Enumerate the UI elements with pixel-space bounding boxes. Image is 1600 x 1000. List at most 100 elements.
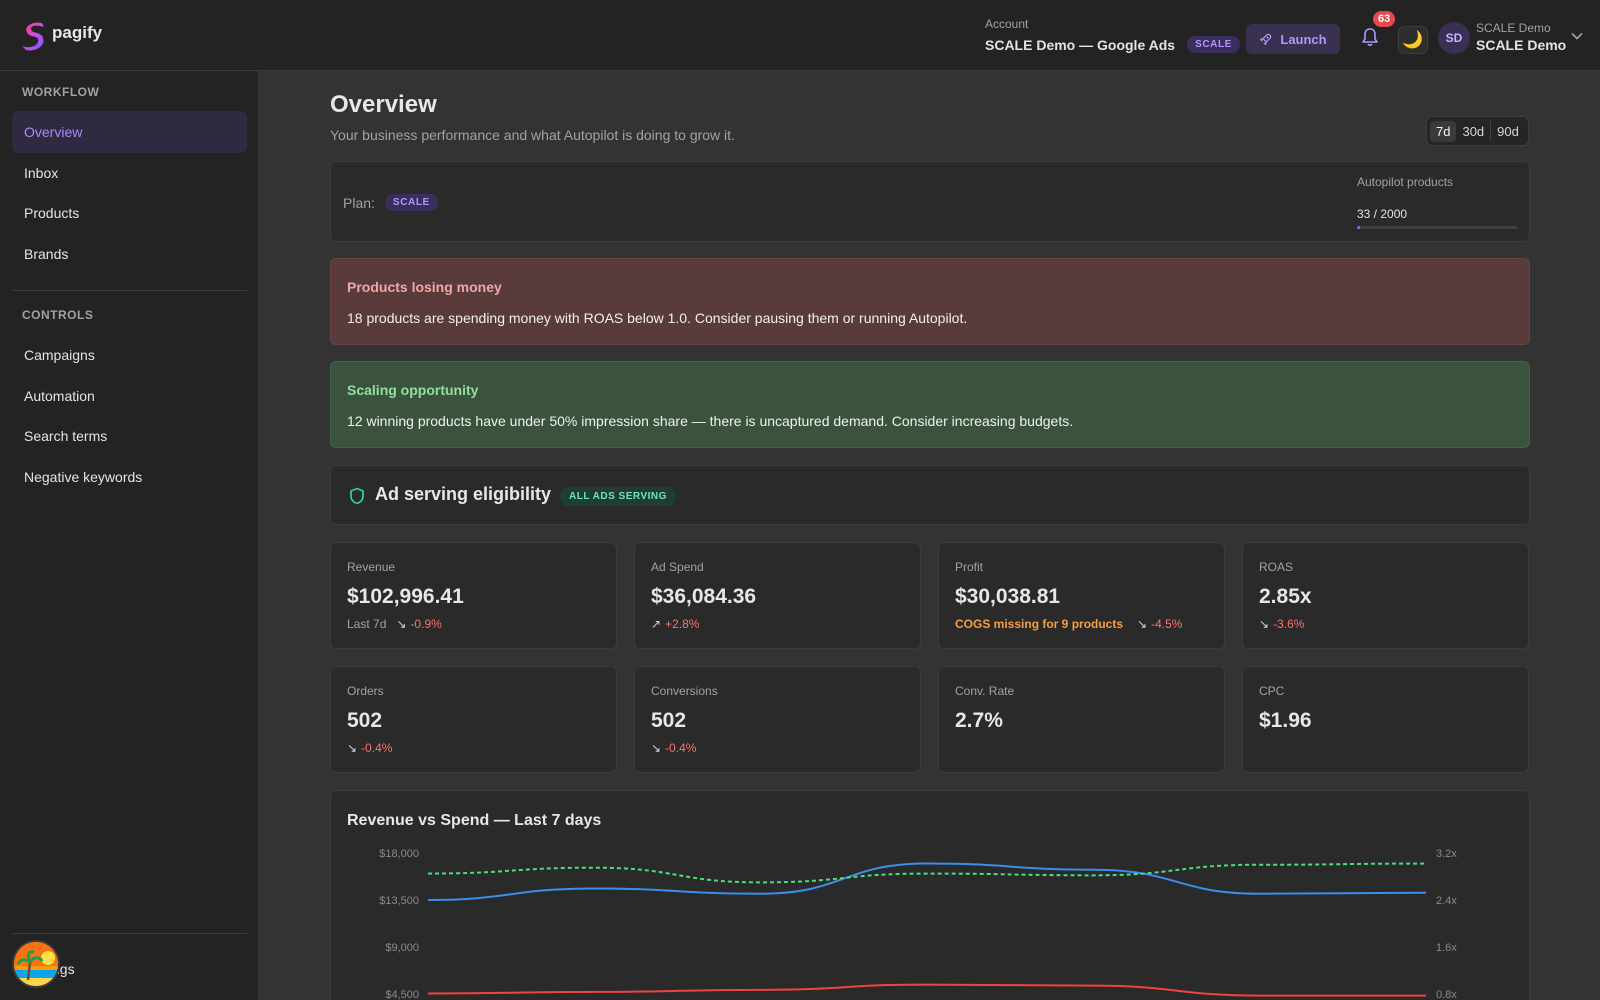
series-line-2: [427, 862, 1427, 884]
metric-label: CPC: [1259, 684, 1285, 698]
range-90d-button[interactable]: 90d: [1497, 123, 1519, 139]
metric-label: Profit: [955, 560, 984, 574]
metric-label: Orders: [347, 684, 384, 698]
y-right-tick-label: 2.4x: [1436, 895, 1457, 907]
user-menu[interactable]: SCALE Demo SCALE Demo: [1476, 21, 1566, 53]
user-name: SCALE Demo: [1476, 37, 1567, 53]
pagify-logo-icon: [22, 22, 44, 51]
metric-value: $30,038.81: [955, 585, 1061, 608]
revenue-vs-spend-chart-card: Revenue vs Spend — Last 7 days $18,000 $1…: [330, 790, 1530, 1000]
alert-message: 18 products are spending money with ROAS…: [347, 310, 968, 326]
user-avatar[interactable]: SD: [1438, 22, 1470, 54]
cogs-missing-warning[interactable]: COGS missing for 9 products: [955, 617, 1124, 631]
autopilot-progress-bar: [1357, 226, 1517, 229]
user-sub-label: SCALE Demo: [1476, 21, 1551, 35]
alert-title: Products losing money: [347, 279, 502, 295]
metric-label: ROAS: [1259, 560, 1294, 574]
metric-card-profit: Profit $30,038.81 COGS missing for 9 pro…: [938, 542, 1225, 649]
sidebar-item-brands[interactable]: Brands: [24, 246, 69, 262]
rocket-icon: [1260, 33, 1272, 45]
range-7d-button[interactable]: 7d: [1430, 120, 1457, 142]
sidebar-divider-bottom: [12, 933, 247, 934]
trend-up-icon: ↗: [651, 617, 662, 631]
metric-value: 2.85x: [1259, 585, 1312, 608]
series-line-0: [427, 862, 1427, 901]
sidebar-heading-controls: CONTROLS: [22, 308, 94, 322]
page-subtitle: Your business performance and what Autop…: [330, 127, 735, 143]
plan-badge: SCALE: [384, 194, 438, 211]
page-title: Overview: [330, 91, 437, 118]
y-right-tick-label: 1.6x: [1436, 942, 1457, 954]
metric-label: Conv. Rate: [955, 684, 1015, 698]
account-switcher[interactable]: Account SCALE Demo — Google Ads SCALE: [985, 17, 1240, 53]
account-name: SCALE Demo — Google Ads: [985, 36, 1176, 53]
alert-scaling-opportunity[interactable]: Scaling opportunity 12 winning products …: [330, 361, 1530, 448]
date-range-toggle: 7d 30d 90d: [1426, 116, 1529, 146]
trend-down-icon: ↘: [1259, 617, 1270, 631]
shield-icon: [350, 487, 364, 505]
theme-toggle[interactable]: 🌙: [1398, 26, 1428, 54]
metric-card-orders: Orders 502 ↘ -0.4%: [330, 666, 617, 773]
trend-down-icon: ↘: [651, 741, 662, 755]
sidebar: WORKFLOW Overview Inbox Products Brands …: [0, 71, 259, 1000]
metric-delta: -0.4%: [361, 741, 393, 755]
trend-down-icon: ↘: [347, 741, 358, 755]
metric-period: Last 7d: [347, 617, 387, 631]
eligibility-title: Ad serving eligibility: [375, 484, 552, 504]
metric-value: 502: [347, 709, 383, 732]
plan-label: Plan:: [343, 194, 375, 211]
y-left-tick-label: $18,000: [379, 848, 419, 860]
eligibility-status-badge: ALL ADS SERVING: [560, 487, 676, 506]
logo[interactable]: pagify: [18, 19, 102, 51]
alert-title: Scaling opportunity: [347, 382, 479, 398]
sidebar-divider: [12, 290, 247, 291]
beach-avatar-icon: [14, 942, 58, 986]
metric-label: Revenue: [347, 560, 396, 574]
metric-card-cpc: CPC $1.96: [1242, 666, 1529, 773]
metric-value: $36,084.36: [651, 585, 757, 608]
y-left-tick-label: $9,000: [385, 942, 419, 954]
sidebar-item-automation[interactable]: Automation: [24, 388, 95, 404]
top-bar: pagify Account SCALE Demo — Google Ads S…: [0, 0, 1600, 71]
ad-serving-eligibility-card[interactable]: Ad serving eligibility ALL ADS SERVING: [330, 465, 1530, 525]
revenue-vs-spend-chart: $18,000 $13,500 $9,000 $4,500 3.2x 2.4x 1.6x 0.…: [379, 848, 1457, 1000]
metric-value: 2.7%: [955, 709, 1003, 732]
account-label: Account: [985, 17, 1029, 31]
bell-icon[interactable]: [1360, 26, 1380, 48]
range-30d-button[interactable]: 30d: [1462, 123, 1485, 139]
notification-count-badge: 63: [1373, 11, 1396, 27]
chevron-down-icon[interactable]: [1571, 32, 1583, 40]
sidebar-item-campaigns[interactable]: Campaigns: [24, 347, 95, 363]
plan-card: Plan: SCALE Autopilot products 33 / 2000: [330, 161, 1530, 242]
metric-value: 502: [651, 709, 687, 732]
y-right-tick-label: 3.2x: [1436, 848, 1457, 860]
metric-card-ad-spend: Ad Spend $36,084.36 ↗ +2.8%: [634, 542, 921, 649]
sidebar-heading-workflow: WORKFLOW: [22, 85, 100, 99]
launch-button[interactable]: Launch: [1246, 24, 1340, 54]
profile-avatar-image[interactable]: [12, 940, 60, 988]
sidebar-item-overview[interactable]: Overview: [12, 111, 247, 153]
trend-down-icon: ↘: [396, 617, 407, 631]
metric-delta: -3.6%: [1273, 617, 1305, 631]
sidebar-item-inbox[interactable]: Inbox: [24, 165, 59, 181]
series-line-1: [427, 983, 1426, 997]
sidebar-item-negative-keywords[interactable]: Negative keywords: [24, 469, 143, 485]
trend-down-icon: ↘: [1137, 617, 1148, 631]
metric-value: $102,996.41: [347, 585, 464, 608]
alert-losing-money[interactable]: Products losing money 18 products are sp…: [330, 258, 1530, 345]
metric-value: $1.96: [1259, 709, 1312, 732]
autopilot-progress-fill: [1357, 226, 1360, 229]
metric-label: Ad Spend: [651, 560, 704, 574]
alert-message: 12 winning products have under 50% impre…: [347, 413, 1074, 429]
metric-card-conversions: Conversions 502 ↘ -0.4%: [634, 666, 921, 773]
sidebar-item-search-terms[interactable]: Search terms: [24, 428, 108, 444]
plan-label-row: Plan: SCALE: [343, 194, 438, 211]
autopilot-products-label: Autopilot products: [1357, 175, 1454, 189]
metric-label: Conversions: [651, 684, 718, 698]
metric-delta: -4.5%: [1151, 617, 1183, 631]
metric-card-roas: ROAS 2.85x ↘ -3.6%: [1242, 542, 1529, 649]
autopilot-products-value: 33 / 2000: [1357, 207, 1408, 221]
metric-delta: -0.9%: [410, 617, 442, 631]
metric-delta: +2.8%: [665, 617, 700, 631]
sidebar-item-products[interactable]: Products: [24, 205, 80, 221]
